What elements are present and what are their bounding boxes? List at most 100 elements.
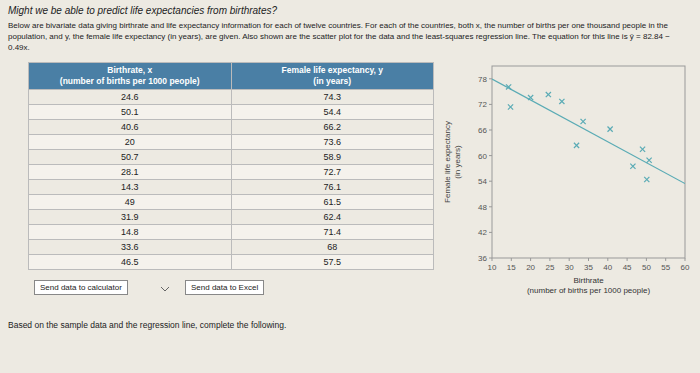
dropdown-arrow-shape (161, 287, 169, 291)
table-row: 24.674.3 (29, 90, 434, 105)
x-tick-label: 55 (661, 263, 670, 272)
y-tick (489, 130, 492, 131)
scatter-plot: 10152025303540455055603642485460667278Bi… (440, 58, 695, 308)
button[interactable]: Send data to Excel (185, 280, 264, 295)
x-tick (607, 258, 608, 261)
y-tick-label: 60 (478, 152, 487, 161)
table-cell: 58.9 (231, 150, 434, 165)
x-axis-label: Birthrate(number of births per 1000 peop… (527, 276, 651, 295)
y-tick-label: 72 (478, 100, 487, 109)
scatter-point (640, 147, 645, 152)
scatter-point (546, 92, 551, 97)
y-axis-label: Female life expectancy(in years) (443, 121, 462, 203)
table-cell: 24.6 (29, 90, 232, 105)
x-tick (588, 258, 589, 261)
marker-stroke (559, 99, 564, 104)
table-cell: 71.4 (231, 225, 434, 240)
table-cell: 40.6 (29, 120, 232, 135)
table-header-line: Birthrate, x (107, 65, 152, 75)
table-cell: 61.5 (231, 195, 434, 210)
table-row: 33.668 (29, 240, 434, 255)
x-tick (511, 258, 512, 261)
marker-stroke (640, 147, 645, 152)
body-text: Below are bivariate data giving birthrat… (8, 20, 692, 53)
x-tick-label: 10 (488, 263, 497, 272)
x-tick (627, 258, 628, 261)
table-header-line: (number of births per 1000 people) (60, 76, 200, 86)
scatter-point (580, 119, 585, 124)
x-tick (646, 258, 647, 261)
marker-stroke (508, 104, 513, 109)
button[interactable]: Send data to calculator (34, 280, 128, 295)
table-cell: 33.6 (29, 240, 232, 255)
table-header: Birthrate, x(number of births per 1000 p… (29, 63, 232, 90)
table-header: Female life expectancy, y(in years) (231, 63, 434, 90)
table-cell: 54.4 (231, 105, 434, 120)
y-tick-label: 36 (478, 254, 487, 263)
plot-area (492, 79, 685, 184)
table-row: 46.557.5 (29, 255, 434, 270)
x-tick (530, 258, 531, 261)
table-cell: 49 (29, 195, 232, 210)
table-cell: 31.9 (29, 210, 232, 225)
x-tick-label: 35 (584, 263, 593, 272)
table-cell: 50.1 (29, 105, 232, 120)
dropdown-arrow[interactable] (160, 285, 170, 293)
scatter-point (559, 99, 564, 104)
x-tick-label: 50 (642, 263, 651, 272)
table-cell: 72.7 (231, 165, 434, 180)
table-cell: 50.7 (29, 150, 232, 165)
table-row: 31.962.4 (29, 210, 434, 225)
table-row: 14.871.4 (29, 225, 434, 240)
title: Might we be able to predict life expecta… (8, 5, 277, 16)
marker-stroke (644, 177, 649, 182)
marker-stroke (508, 104, 513, 109)
marker-stroke (640, 147, 645, 152)
y-tick-label: 42 (478, 228, 487, 237)
table-row: 50.758.9 (29, 150, 434, 165)
table-cell: 76.1 (231, 180, 434, 195)
marker-stroke (647, 158, 652, 163)
marker-stroke (580, 119, 585, 124)
table-cell: 14.8 (29, 225, 232, 240)
scatter-point (644, 177, 649, 182)
x-tick-label: 30 (565, 263, 574, 272)
x-tick-label: 40 (603, 263, 612, 272)
table-cell: 62.4 (231, 210, 434, 225)
table-row: 2073.6 (29, 135, 434, 150)
y-tick (489, 258, 492, 259)
table-row: 28.172.7 (29, 165, 434, 180)
x-tick (569, 258, 570, 261)
table-row: 40.666.2 (29, 120, 434, 135)
table-cell: 28.1 (29, 165, 232, 180)
table-row: 50.154.4 (29, 105, 434, 120)
scatter-point (508, 104, 513, 109)
x-tick (665, 258, 666, 261)
marker-stroke (630, 164, 635, 169)
table-cell: 46.5 (29, 255, 232, 270)
table-row: 14.376.1 (29, 180, 434, 195)
marker-stroke (574, 143, 579, 148)
scatter-point (630, 164, 635, 169)
table-row: 4961.5 (29, 195, 434, 210)
y-tick-label: 78 (478, 75, 487, 84)
x-tick-label: 45 (623, 263, 632, 272)
scatter-point (647, 158, 652, 163)
plot-frame (492, 66, 685, 258)
y-tick (489, 206, 492, 207)
table-cell: 57.5 (231, 255, 434, 270)
marker-stroke (630, 164, 635, 169)
table-cell: 14.3 (29, 180, 232, 195)
x-tick-label: 20 (526, 263, 535, 272)
marker-stroke (546, 92, 551, 97)
table-cell: 68 (231, 240, 434, 255)
marker-stroke (608, 127, 613, 132)
data-table: Birthrate, x(number of births per 1000 p… (28, 62, 434, 270)
x-tick-label: 25 (545, 263, 554, 272)
footer: Based on the sample data and the regress… (8, 320, 286, 330)
marker-stroke (559, 99, 564, 104)
table-header-line: Female life expectancy, y (282, 65, 383, 75)
marker-stroke (574, 143, 579, 148)
table-cell: 66.2 (231, 120, 434, 135)
y-tick-label: 48 (478, 203, 487, 212)
